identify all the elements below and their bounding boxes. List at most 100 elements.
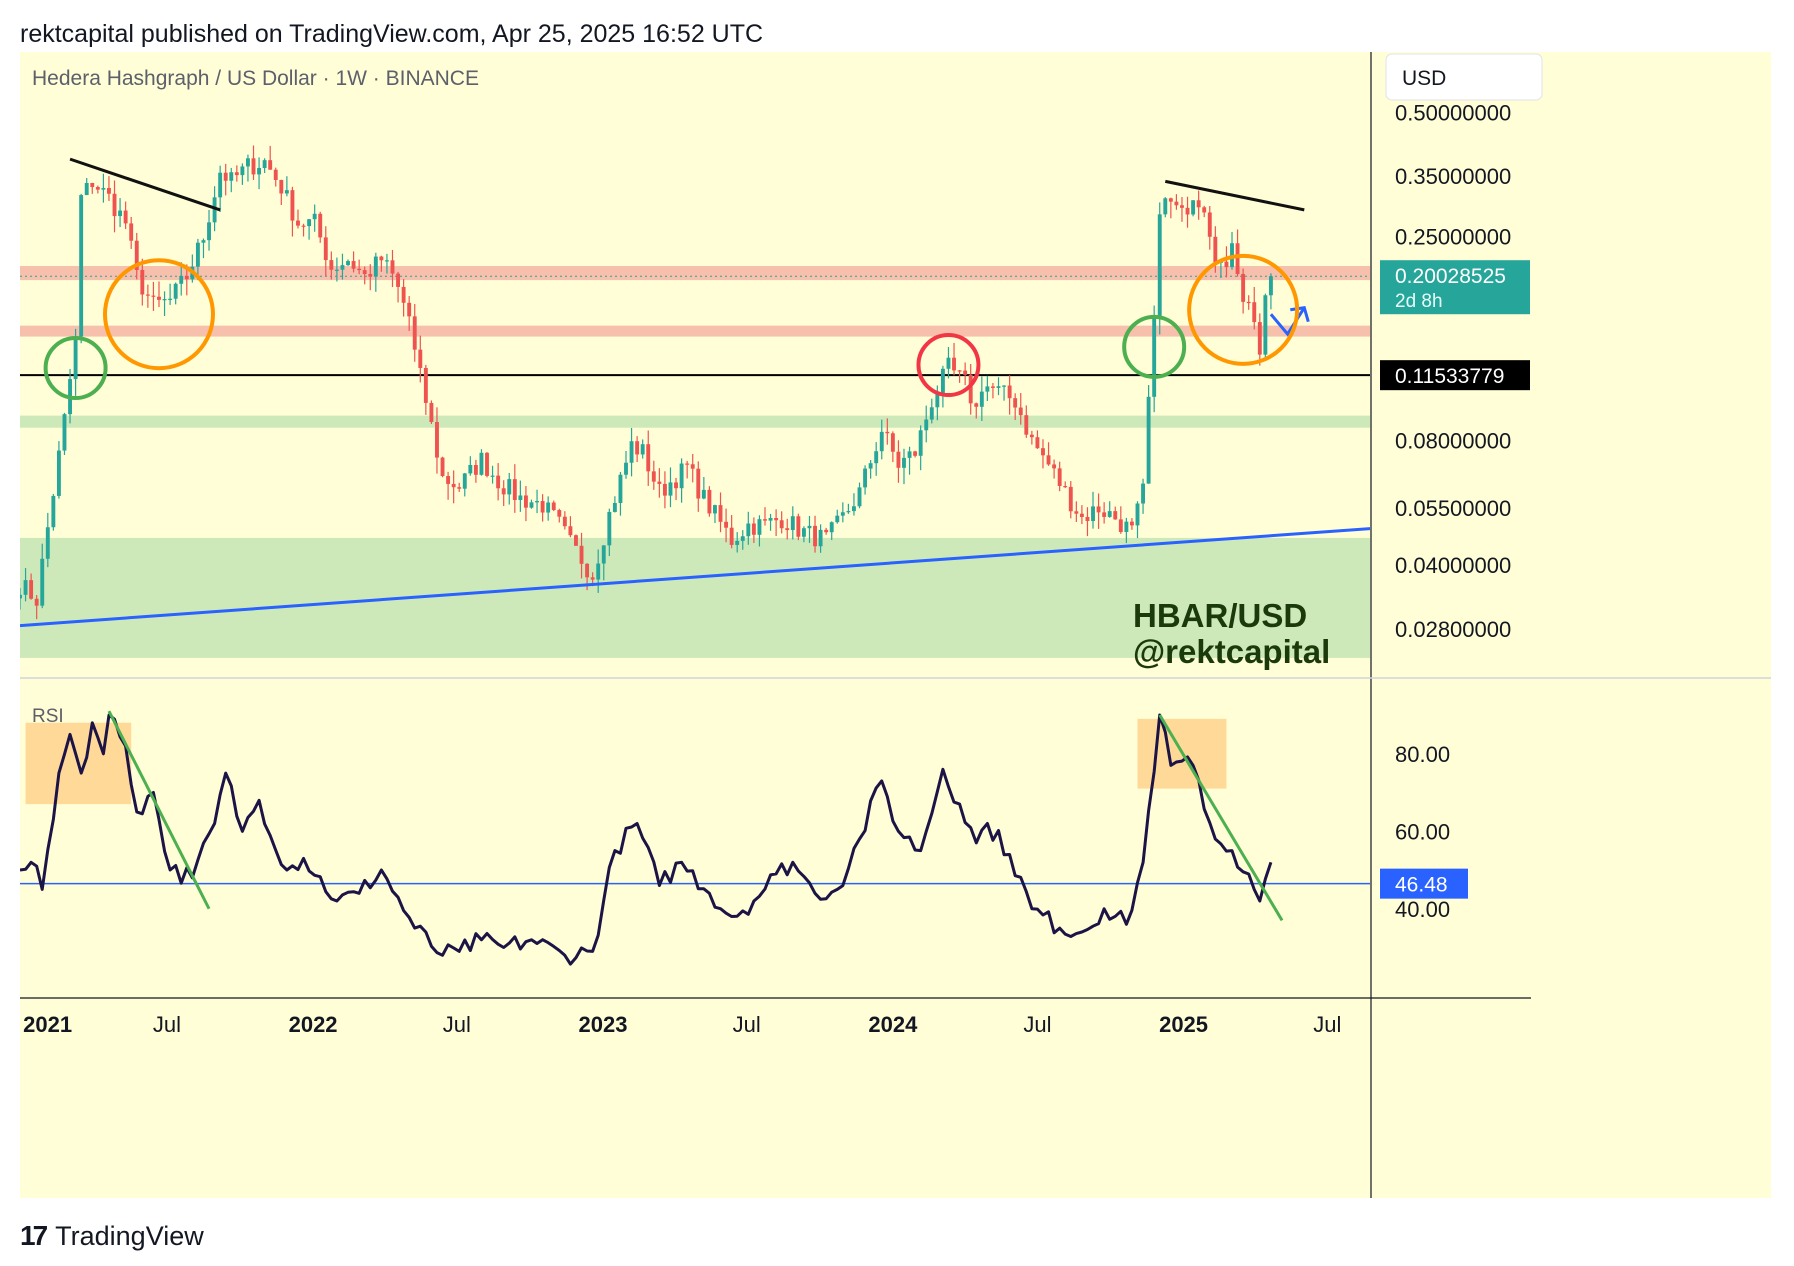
candle-body [340, 265, 345, 270]
candle-body [751, 523, 756, 535]
currency-label[interactable]: USD [1402, 67, 1446, 90]
price-axis[interactable]: USD 0.50000000 0.35000000 0.25000000 0.08000… [20, 52, 1771, 1198]
candle [162, 291, 167, 317]
tradingview-logo[interactable]: 17 TradingView [20, 1220, 204, 1252]
candle-body [918, 430, 923, 456]
candle [518, 480, 523, 512]
time-tick-label: 2022 [289, 1012, 338, 1037]
time-tick-label: Jul [1023, 1012, 1051, 1037]
candle [640, 439, 645, 459]
candle-body [629, 441, 634, 463]
candle [462, 472, 467, 497]
candle-body [485, 452, 489, 476]
candle [440, 456, 445, 478]
candle-body [329, 260, 334, 270]
candle [234, 165, 239, 182]
candle-body [562, 516, 567, 527]
candle-body [307, 219, 312, 227]
candle-body [724, 521, 729, 528]
candle [1152, 305, 1157, 413]
candle [301, 223, 306, 237]
candle [379, 255, 384, 272]
candle-body [1074, 511, 1079, 514]
candle-body [351, 261, 356, 269]
candle [801, 526, 806, 543]
candle-body [979, 391, 984, 407]
candle [963, 362, 968, 386]
candle-body [184, 275, 189, 280]
candle-body [1224, 261, 1229, 268]
candle-body [518, 495, 523, 501]
watermark-pair: HBAR/USD [1133, 597, 1307, 634]
candle [1246, 295, 1251, 310]
candle [201, 238, 206, 259]
candle-body [1157, 214, 1162, 319]
candle-body [635, 441, 640, 455]
candle [145, 284, 150, 308]
candle-body [412, 316, 417, 350]
candle [1024, 405, 1029, 438]
candle-body [1085, 516, 1090, 522]
candle [346, 259, 350, 266]
candle-body [195, 242, 200, 267]
candle [607, 508, 612, 557]
candle [946, 347, 951, 379]
candle-body [574, 535, 578, 546]
candle [318, 211, 323, 243]
candle-body [435, 421, 439, 458]
candle-body [501, 488, 506, 495]
candle [179, 262, 184, 296]
price-tick-label: 0.25000000 [1395, 224, 1511, 249]
candle-body [523, 495, 528, 508]
candle-body [546, 502, 551, 513]
retest-circle-2021 [102, 258, 215, 371]
currency-button[interactable] [1385, 53, 1543, 101]
candle [840, 502, 845, 523]
candle [696, 461, 701, 512]
candle [95, 185, 100, 194]
candle-body [540, 501, 545, 513]
candle-body [362, 270, 367, 275]
candle [523, 485, 528, 522]
candle-body [157, 296, 161, 300]
candle-body [579, 545, 584, 564]
candle-body [168, 298, 173, 300]
candle [674, 477, 678, 501]
candle [868, 460, 873, 479]
candle [535, 489, 539, 514]
candle-body [401, 286, 406, 303]
candle-body [790, 516, 795, 531]
candle-body [846, 511, 851, 513]
candle-body [985, 386, 990, 392]
chart-frame[interactable]: USD 0.50000000 0.35000000 0.25000000 0.08000… [20, 52, 1771, 1198]
current-price-label: 0.20028525 [1395, 265, 1506, 288]
candle-body [446, 476, 451, 484]
candle [1163, 197, 1168, 218]
candle [724, 508, 729, 543]
candle [790, 506, 795, 540]
candle-body [223, 172, 228, 181]
candle-body [384, 260, 389, 262]
candle [240, 163, 245, 185]
candle [1196, 190, 1201, 220]
candle [284, 176, 289, 197]
candle [329, 251, 334, 280]
time-tick-label: 2023 [578, 1012, 627, 1037]
candle-body [290, 190, 295, 221]
candle-body [707, 489, 712, 514]
candle-body [1035, 437, 1040, 449]
time-tick-label: 2024 [868, 1012, 918, 1037]
candle-body [251, 158, 256, 175]
candle [1068, 481, 1073, 519]
time-axis[interactable]: 2021 Jul 2022 Jul 2023 Jul 2024 Jul 2025 Jul [20, 997, 1531, 1037]
candle [774, 509, 779, 537]
candle-body [101, 188, 106, 190]
candle [885, 418, 890, 445]
candle [551, 500, 556, 512]
candle [273, 167, 278, 187]
candle [1135, 501, 1140, 539]
candle [1230, 231, 1234, 270]
chart-canvas[interactable]: USD 0.50000000 0.35000000 0.25000000 0.08000… [20, 52, 1771, 1198]
candle [807, 515, 812, 543]
